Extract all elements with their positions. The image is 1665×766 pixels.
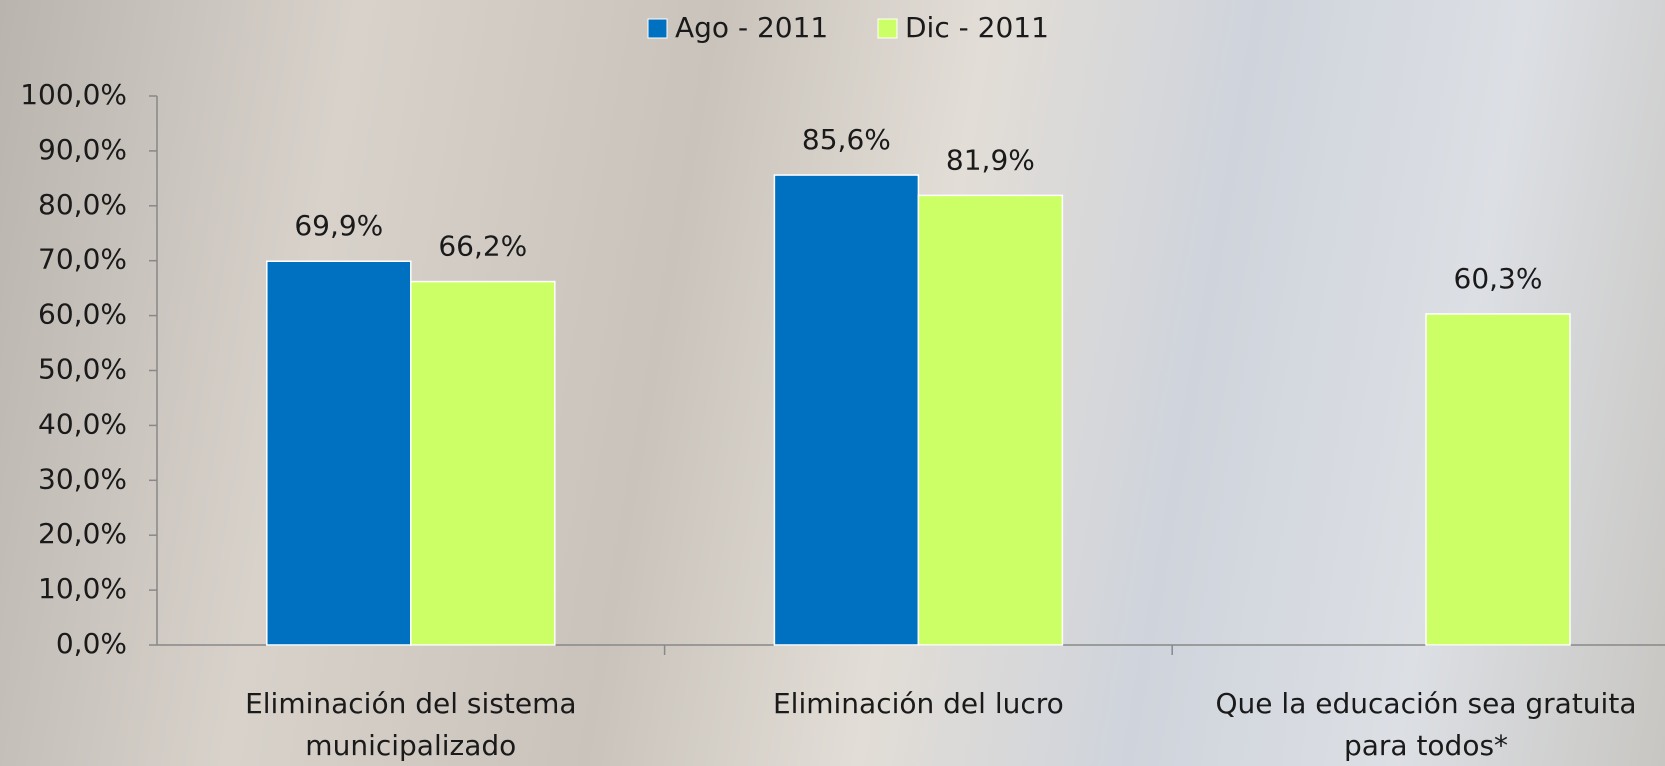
legend-swatch <box>878 19 897 38</box>
y-tick-label: 90,0% <box>38 133 127 166</box>
bar <box>267 261 411 645</box>
legend-label: Dic - 2011 <box>905 11 1049 44</box>
y-tick-label: 20,0% <box>38 517 127 550</box>
legend-swatch <box>648 19 667 38</box>
x-tick-label: Que la educación sea gratuita para todos… <box>1186 683 1665 766</box>
legend-label: Ago - 2011 <box>675 11 828 44</box>
y-tick-label: 50,0% <box>38 353 127 386</box>
value-label: 60,3% <box>1454 262 1543 295</box>
value-label: 81,9% <box>946 143 1035 176</box>
bar <box>918 195 1062 645</box>
y-tick-label: 0,0% <box>56 627 127 660</box>
x-tick-label: Eliminación del lucro <box>678 683 1158 725</box>
y-tick-label: 40,0% <box>38 407 127 440</box>
y-tick-label: 60,0% <box>38 298 127 331</box>
chart-svg: 0,0% 10,0% 20,0% 30,0% 40,0% 50,0% 60,0% 70,0% 8… <box>0 0 1665 766</box>
value-label: 66,2% <box>438 230 527 263</box>
bar <box>774 175 918 645</box>
chart: 0,0% 10,0% 20,0% 30,0% 40,0% 50,0% 60,0% 70,0% 8… <box>0 0 1665 766</box>
value-label: 85,6% <box>802 123 891 156</box>
value-label: 69,9% <box>294 209 383 242</box>
y-tick-label: 10,0% <box>38 572 127 605</box>
y-tick-label: 100,0% <box>20 78 127 111</box>
bar <box>411 282 555 645</box>
y-tick-label: 30,0% <box>38 462 127 495</box>
y-tick-label: 80,0% <box>38 188 127 221</box>
y-tick-label: 70,0% <box>38 243 127 276</box>
x-tick-label: Eliminación del sistema municipalizado <box>171 683 651 766</box>
bar <box>1426 314 1570 645</box>
